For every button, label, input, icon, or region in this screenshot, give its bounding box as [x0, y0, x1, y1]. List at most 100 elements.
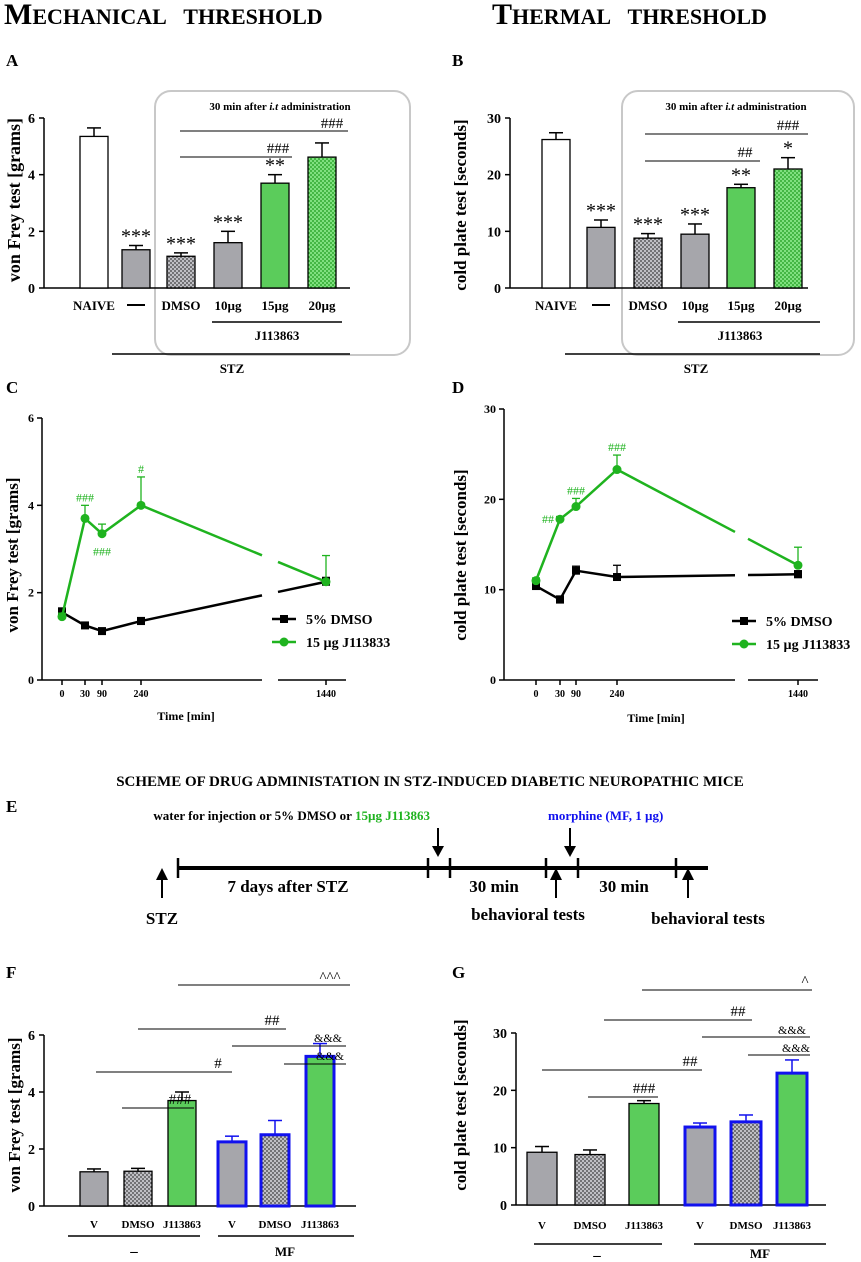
panel-b-chart: 30 min after i.t administration cold pla…	[451, 90, 855, 376]
scheme-arrow-injection-head	[432, 846, 444, 857]
panel-letter-b: B	[452, 51, 463, 70]
panel-g-sig-label-2: ##	[731, 1004, 747, 1020]
panel-a-stz-label: STZ	[220, 361, 245, 376]
panel-f-sig-label-4: #	[214, 1056, 222, 1072]
panel-b-y-tick-label: 30	[487, 112, 501, 127]
panel-g-x-tick-label: V	[696, 1220, 704, 1232]
panel-f-bar	[304, 1054, 336, 1208]
panel-a-y-tick-label: 0	[28, 282, 35, 297]
panel-a-chart: 30 min after i.t administration von Frey…	[4, 90, 411, 376]
panel-d-series-line	[534, 468, 618, 582]
panel-f-bar	[167, 1099, 197, 1207]
panel-c-xlabel: Time [min]	[157, 709, 214, 723]
panel-c-marker-circle	[57, 612, 67, 622]
panel-c-legend-marker	[279, 637, 289, 647]
scheme-segment-3: 30 min	[599, 877, 649, 896]
panel-a-bar	[260, 182, 290, 289]
panel-d-series-segment	[616, 468, 736, 534]
panel-a-bar	[121, 249, 151, 289]
panel-c-significance-mark: #	[138, 462, 144, 476]
panel-f-sig-label-6: ###	[169, 1092, 192, 1108]
panel-f-group-minus: –	[129, 1244, 138, 1260]
panel-f-sig-label-1: ^^^	[319, 970, 340, 986]
panel-a-box-title: 30 min after i.t administration	[209, 101, 350, 113]
panel-b-significance-mark: *	[783, 138, 793, 160]
panel-g-bar	[574, 1153, 606, 1206]
scheme-arrow-tests1-head	[550, 868, 562, 880]
panel-b-ylabel: cold plate test [seconds]	[451, 119, 470, 290]
panel-b-bar	[680, 233, 710, 289]
panel-a-significance-mark: ***	[213, 211, 243, 233]
scheme-arrow-morphine-head	[564, 846, 576, 857]
panel-g-group-mf: MF	[750, 1246, 770, 1261]
panel-c-series-segment	[277, 560, 327, 583]
panel-f-chart: von Frey test [grams] 0 2 4 6 V DMSO J113863 V…	[5, 970, 356, 1260]
panel-a-sig-label-1: ###	[321, 116, 344, 132]
panel-g-y-tick-label: 0	[500, 1199, 507, 1214]
panel-a-y-tick-label: 6	[28, 112, 35, 127]
panel-f-y-tick-label: 6	[28, 1029, 35, 1044]
panel-b-bar	[773, 168, 803, 289]
scheme-stz-label: STZ	[146, 909, 178, 928]
panel-d-y-tick-label: 30	[484, 402, 496, 416]
panel-d-significance-mark: ##	[542, 512, 554, 526]
panel-g-x-tick-label: J113863	[625, 1220, 663, 1232]
panel-d-marker-square	[613, 573, 621, 582]
panel-f-x-tick-label: J113863	[163, 1219, 201, 1231]
panel-a-x-tick-label: 15µg	[262, 298, 289, 313]
panel-d-y-tick-label: 20	[484, 492, 496, 506]
panel-c-x-tick-label: 30	[80, 689, 90, 700]
panel-d-y-tick-label: 0	[490, 673, 496, 687]
administration-scheme: SCHEME OF DRUG ADMINISTATION IN STZ-INDU…	[116, 774, 765, 928]
panel-b-sig-label-2: ##	[738, 145, 754, 161]
scheme-arrow-tests2-head	[682, 868, 694, 880]
panel-d-series-segment	[747, 573, 799, 577]
panel-g-sig-label-6: ###	[633, 1081, 656, 1097]
panel-letter-d: D	[452, 378, 464, 397]
panel-c-significance-mark: ###	[76, 490, 94, 504]
panel-f-ylabel: von Frey test [grams]	[5, 1037, 24, 1192]
panel-f-x-tick-label: V	[90, 1219, 98, 1231]
panel-c-legend-label: 5% DMSO	[306, 613, 373, 628]
panel-f-x-tick-label: DMSO	[259, 1219, 292, 1231]
panel-d-x-tick-label: 0	[534, 689, 539, 700]
scheme-segment-2: 30 min	[469, 877, 519, 896]
panel-c-marker-circle	[97, 529, 107, 539]
panel-a-bar	[79, 135, 109, 289]
panel-d-series-segment	[616, 574, 736, 579]
panel-g-y-tick-label: 30	[493, 1027, 507, 1042]
panel-c-y-tick-label: 2	[28, 586, 34, 600]
panel-d-x-tick-label: 240	[610, 689, 625, 700]
panel-c-x-tick-label: 1440	[316, 689, 336, 700]
panel-g-y-tick-label: 10	[493, 1142, 507, 1157]
panel-b-bar	[633, 237, 663, 289]
panel-g-bar	[628, 1102, 660, 1206]
panel-d-ylabel: cold plate test [seconds]	[451, 469, 470, 640]
panel-f-bar	[259, 1133, 291, 1208]
panel-c-series-segment	[277, 580, 327, 594]
panel-b-bar	[541, 138, 571, 289]
panel-d-y-tick-label: 10	[484, 583, 496, 597]
panel-d-significance-mark: ###	[567, 483, 585, 497]
panel-d-marker-square	[794, 570, 802, 579]
panel-d-series-segment	[747, 537, 799, 567]
panel-letter-g: G	[452, 963, 465, 982]
panel-g-bar	[729, 1120, 763, 1207]
panel-f-sig-label-5: &&&	[316, 1049, 345, 1063]
panel-a-y-tick-label: 2	[28, 225, 35, 240]
panel-b-bar	[586, 226, 616, 289]
panel-a-bar	[307, 156, 337, 289]
panel-c-x-tick-label: 240	[134, 689, 149, 700]
panel-a-bracket-box	[154, 90, 411, 356]
panel-c-y-tick-label: 4	[28, 498, 34, 512]
panel-a-x-tick-label: 10µg	[215, 298, 242, 313]
scheme-arrow-stz-head	[156, 868, 168, 880]
panel-g-sig-label-5: &&&	[782, 1041, 811, 1055]
panel-c-ylabel: von Frey test [grams]	[3, 477, 22, 632]
panel-f-y-tick-label: 0	[28, 1200, 35, 1215]
panel-letter-f: F	[6, 963, 16, 982]
panel-g-bar	[526, 1151, 558, 1206]
panel-b-box-title: 30 min after i.t administration	[665, 101, 806, 113]
panel-b-x-tick-label: 10µg	[682, 298, 709, 313]
